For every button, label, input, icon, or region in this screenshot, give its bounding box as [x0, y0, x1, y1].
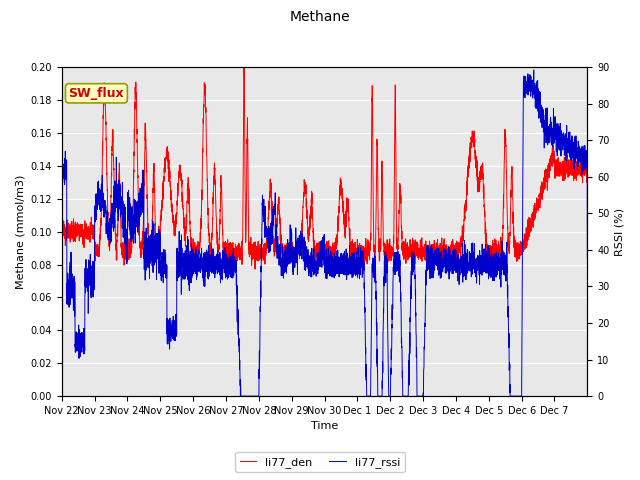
Legend: li77_den, li77_rssi: li77_den, li77_rssi — [236, 452, 404, 472]
li77_rssi — [344, 265, 352, 271]
li77_den — [508, 167, 516, 173]
li77_rssi — [58, 170, 66, 176]
X-axis label: Time: Time — [311, 421, 338, 432]
Y-axis label: RSSI (%): RSSI (%) — [615, 207, 625, 256]
li77_rssi — [372, 297, 380, 302]
li77_den — [584, 161, 591, 167]
li77_rssi — [167, 322, 175, 328]
li77_den — [58, 234, 66, 240]
li77_den — [251, 266, 259, 272]
li77_rssi — [508, 393, 516, 399]
Y-axis label: Methane (mmol/m3): Methane (mmol/m3) — [15, 174, 25, 289]
li77_rssi — [584, 255, 591, 261]
li77_den — [469, 132, 477, 137]
li77_rssi — [530, 67, 538, 73]
Text: SW_flux: SW_flux — [68, 87, 124, 100]
Line: li77_den: li77_den — [62, 67, 588, 269]
li77_den — [372, 205, 380, 211]
Text: Methane: Methane — [290, 10, 350, 24]
li77_den — [167, 197, 175, 203]
li77_den — [495, 239, 502, 244]
li77_den — [344, 196, 352, 202]
li77_rssi — [468, 271, 476, 277]
li77_rssi — [495, 263, 502, 269]
li77_den — [240, 64, 248, 70]
Line: li77_rssi: li77_rssi — [62, 70, 588, 396]
li77_rssi — [237, 393, 244, 399]
